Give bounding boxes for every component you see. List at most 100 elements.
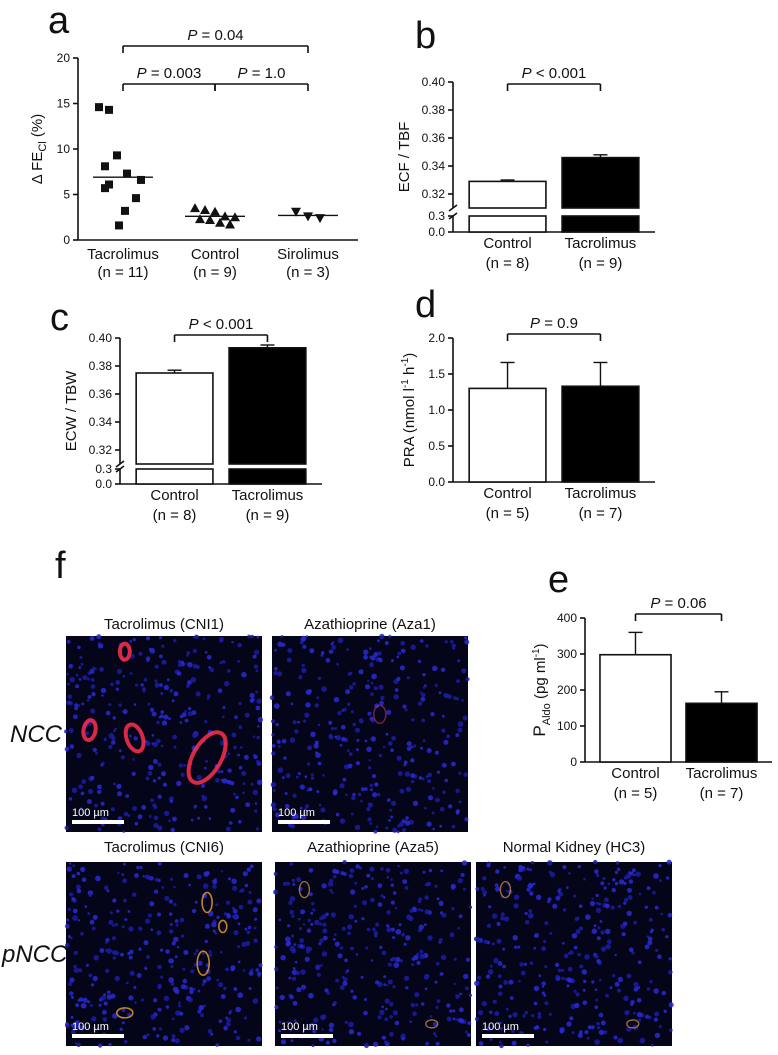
micrograph-0: 100 µm bbox=[64, 634, 263, 833]
stain-2-3 bbox=[218, 919, 228, 934]
b-y-tick-label-2: 0.36 bbox=[422, 131, 446, 145]
b-bar-lower-1 bbox=[561, 215, 640, 233]
d-bar-1 bbox=[561, 385, 640, 483]
c-category-1: Tacrolimus bbox=[232, 487, 304, 504]
a-point-1-6 bbox=[205, 214, 215, 224]
d-y-tick-label-2: 1.0 bbox=[428, 403, 445, 417]
micrograph-2: 100 µm bbox=[64, 861, 263, 1048]
stain-2-1 bbox=[196, 950, 210, 977]
b-bar-lower-0 bbox=[468, 215, 547, 233]
e-bar-1 bbox=[685, 702, 758, 763]
d-n-0: (n = 5) bbox=[486, 505, 530, 522]
a-y-tick-label-3: 15 bbox=[57, 97, 71, 111]
e-y-axis-label: PAldo (pg ml-1) bbox=[530, 643, 553, 736]
scale-bar-2 bbox=[72, 1034, 124, 1038]
stain-2-0 bbox=[201, 891, 213, 914]
b-y-tick-label-0: 0.32 bbox=[422, 187, 446, 201]
e-comparison-label: P = 0.06 bbox=[650, 595, 706, 612]
c-y-tick-label-1: 0.34 bbox=[89, 415, 113, 429]
b-y-tick-lower-label-0: 0.3 bbox=[428, 209, 445, 223]
b-category-1: Tacrolimus bbox=[565, 235, 637, 252]
a-point-0-10 bbox=[115, 221, 123, 230]
c-comparison-label: P < 0.001 bbox=[189, 316, 254, 333]
e-bar-0 bbox=[599, 653, 672, 763]
e-category-1: Tacrolimus bbox=[686, 765, 758, 782]
micrograph-panel: 100 µm Tacrolimus (CNI1) 100 µm Azathioprin… bbox=[1, 616, 674, 1049]
panel-letter-d: d bbox=[415, 284, 436, 326]
chart-b: 0.32 0.34 0.36 0.38 0.40 0.3 0.0 ECF / TBF Contr… bbox=[396, 65, 655, 272]
row-label-ncc: NCC bbox=[10, 721, 63, 748]
scale-bar-1 bbox=[278, 820, 330, 824]
b-comparison-label: P < 0.001 bbox=[522, 65, 587, 82]
micrograph-4: 100 µm bbox=[473, 859, 674, 1049]
d-y-tick-label-3: 1.5 bbox=[428, 367, 445, 381]
c-bar-upper-0 bbox=[135, 372, 214, 465]
a-point-1-7 bbox=[215, 217, 225, 227]
a-comparison-0-label: P = 0.04 bbox=[187, 27, 243, 44]
a-point-0-4 bbox=[123, 169, 131, 178]
a-point-0-8 bbox=[132, 194, 140, 203]
scale-bar-4 bbox=[482, 1034, 534, 1038]
micrograph-bg-3 bbox=[275, 862, 471, 1046]
stain-0-3 bbox=[117, 641, 132, 662]
a-y-tick-label-0: 0 bbox=[63, 233, 70, 247]
b-category-0: Control bbox=[483, 235, 531, 252]
c-bar-lower-0 bbox=[135, 468, 214, 485]
d-y-axis-label: PRA (nmol l-1 h-1) bbox=[400, 353, 418, 468]
c-y-tick-lower-label-1: 0.0 bbox=[95, 477, 112, 491]
b-break-mark-1 bbox=[448, 204, 458, 212]
e-y-tick-label-4: 400 bbox=[557, 611, 577, 625]
c-bar-break-0 bbox=[135, 465, 214, 468]
a-y-axis-label: Δ FECl (%) bbox=[29, 114, 49, 184]
b-y-tick-lower-label-1: 0.0 bbox=[428, 225, 445, 239]
a-y-tick-label-2: 10 bbox=[57, 142, 71, 156]
a-category-1: Control bbox=[191, 246, 239, 263]
e-y-tick-label-0: 0 bbox=[570, 755, 577, 769]
micrograph-title-0: Tacrolimus (CNI1) bbox=[104, 616, 224, 633]
c-bar-lower-1 bbox=[228, 468, 307, 485]
a-point-0-5 bbox=[137, 175, 145, 184]
micrograph-title-1: Azathioprine (Aza1) bbox=[304, 616, 436, 633]
a-point-0-0 bbox=[95, 103, 103, 112]
d-y-tick-label-4: 2.0 bbox=[428, 331, 445, 345]
a-category-2: Sirolimus bbox=[277, 246, 339, 263]
c-bar-break-1 bbox=[228, 465, 307, 468]
a-point-0-9 bbox=[121, 206, 129, 215]
stain-3-1 bbox=[425, 1019, 439, 1029]
e-category-0: Control bbox=[611, 765, 659, 782]
micrograph-3: 100 µm bbox=[273, 860, 473, 1048]
a-point-2-1 bbox=[303, 212, 313, 222]
c-n-1: (n = 9) bbox=[246, 507, 290, 524]
scale-bar-label-1: 100 µm bbox=[278, 807, 315, 819]
a-point-1-2 bbox=[210, 206, 220, 216]
a-point-1-3 bbox=[220, 211, 230, 221]
a-n-2: (n = 3) bbox=[286, 264, 330, 281]
d-n-1: (n = 7) bbox=[579, 505, 623, 522]
a-point-1-1 bbox=[200, 204, 210, 214]
stain-0-0 bbox=[186, 730, 228, 785]
panel-letter-a: a bbox=[48, 0, 70, 42]
d-y-tick-label-1: 0.5 bbox=[428, 439, 445, 453]
micrograph-title-4: Normal Kidney (HC3) bbox=[503, 839, 646, 856]
d-comparison-label: P = 0.9 bbox=[530, 315, 578, 332]
micrograph-bg-2 bbox=[66, 862, 262, 1046]
b-n-0: (n = 8) bbox=[486, 255, 530, 272]
e-y-tick-label-3: 300 bbox=[557, 647, 577, 661]
chart-d: 0.0 0.5 1.0 1.5 2.0 PRA (nmol l-1 h-1) Control… bbox=[400, 315, 655, 522]
c-n-0: (n = 8) bbox=[153, 507, 197, 524]
b-y-axis-label: ECF / TBF bbox=[396, 122, 413, 193]
c-break-mark-1 bbox=[115, 460, 125, 468]
a-point-1-8 bbox=[225, 219, 235, 229]
b-bar-upper-1 bbox=[561, 156, 640, 209]
b-y-tick-label-4: 0.40 bbox=[422, 75, 446, 89]
c-y-tick-label-3: 0.38 bbox=[89, 359, 113, 373]
stain-4-1 bbox=[626, 1019, 640, 1029]
e-y-tick-label-2: 200 bbox=[557, 683, 577, 697]
a-n-1: (n = 9) bbox=[193, 264, 237, 281]
micrograph-bg-0 bbox=[66, 636, 262, 832]
d-category-1: Tacrolimus bbox=[565, 485, 637, 502]
b-n-1: (n = 9) bbox=[579, 255, 623, 272]
a-y-tick-label-1: 5 bbox=[63, 188, 70, 202]
stain-2-2 bbox=[116, 1007, 134, 1019]
